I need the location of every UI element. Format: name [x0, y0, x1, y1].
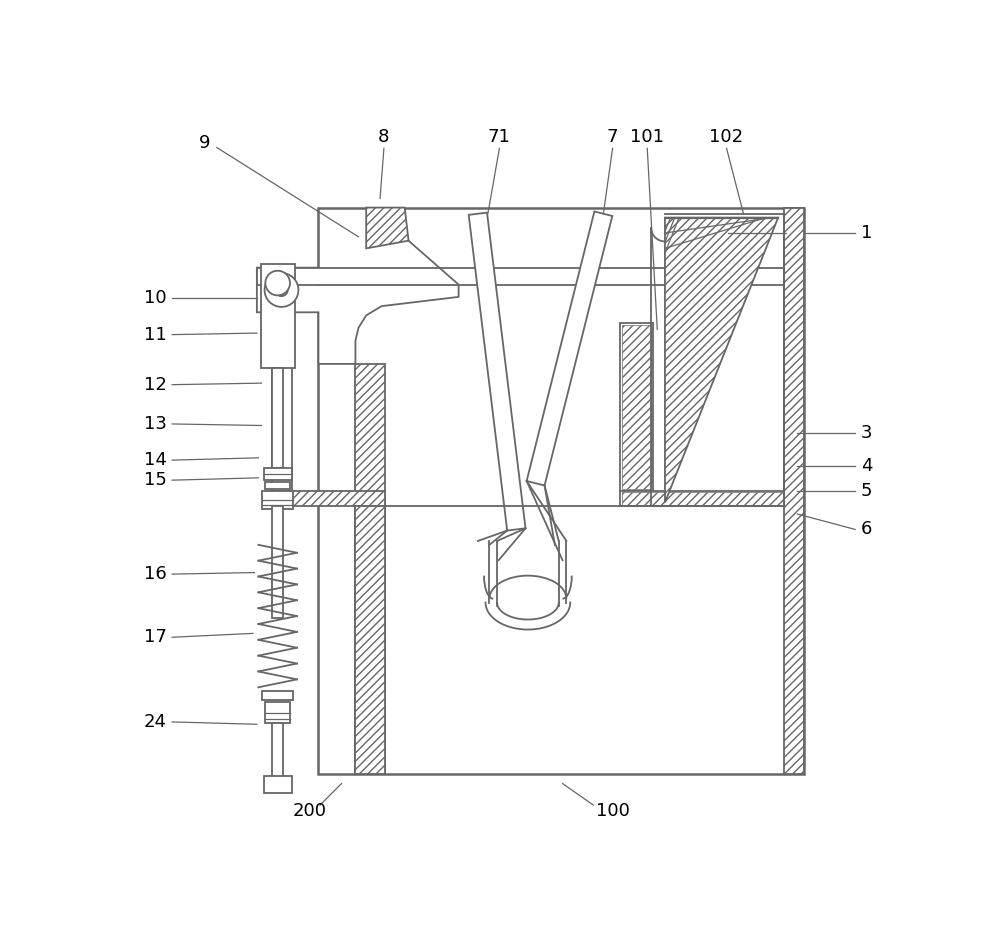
- Bar: [622, 325, 651, 490]
- Text: 15: 15: [144, 472, 167, 490]
- Text: 13: 13: [144, 415, 167, 433]
- Circle shape: [265, 271, 290, 295]
- Text: 12: 12: [144, 376, 167, 394]
- Circle shape: [275, 284, 288, 296]
- Text: 4: 4: [861, 456, 872, 474]
- Text: 17: 17: [144, 628, 167, 646]
- Polygon shape: [366, 207, 409, 248]
- Bar: [272, 491, 385, 507]
- Polygon shape: [469, 213, 526, 530]
- Text: 10: 10: [144, 290, 167, 308]
- Text: 16: 16: [144, 565, 167, 583]
- Polygon shape: [527, 211, 612, 486]
- Bar: [265, 702, 290, 724]
- Text: 101: 101: [630, 128, 664, 146]
- Bar: [620, 323, 653, 491]
- Bar: [265, 482, 290, 490]
- Text: 6: 6: [861, 521, 872, 539]
- Bar: [620, 491, 784, 507]
- Text: 8: 8: [378, 128, 390, 146]
- Bar: [257, 268, 784, 285]
- Bar: [272, 313, 292, 491]
- Text: 7: 7: [607, 128, 618, 146]
- Bar: [355, 364, 385, 775]
- Polygon shape: [665, 218, 778, 503]
- Bar: [264, 776, 292, 793]
- Circle shape: [265, 273, 298, 307]
- Text: 14: 14: [144, 451, 167, 469]
- Text: 102: 102: [709, 128, 744, 146]
- Text: 11: 11: [144, 326, 167, 344]
- Bar: [272, 367, 283, 468]
- Bar: [784, 207, 804, 775]
- Text: 71: 71: [488, 128, 511, 146]
- Text: 24: 24: [144, 713, 167, 731]
- Bar: [261, 264, 295, 367]
- Bar: [272, 507, 283, 618]
- Text: 3: 3: [861, 424, 872, 442]
- Text: 9: 9: [199, 134, 210, 152]
- Bar: [355, 507, 385, 775]
- Bar: [264, 468, 292, 480]
- Text: 100: 100: [596, 802, 630, 820]
- Bar: [622, 492, 783, 505]
- Bar: [272, 724, 283, 781]
- Text: 1: 1: [861, 224, 872, 242]
- Text: 200: 200: [293, 802, 327, 820]
- Bar: [262, 691, 293, 701]
- Bar: [257, 268, 318, 313]
- Bar: [318, 207, 804, 775]
- Polygon shape: [257, 268, 459, 364]
- Text: 5: 5: [861, 482, 872, 500]
- Bar: [262, 491, 293, 509]
